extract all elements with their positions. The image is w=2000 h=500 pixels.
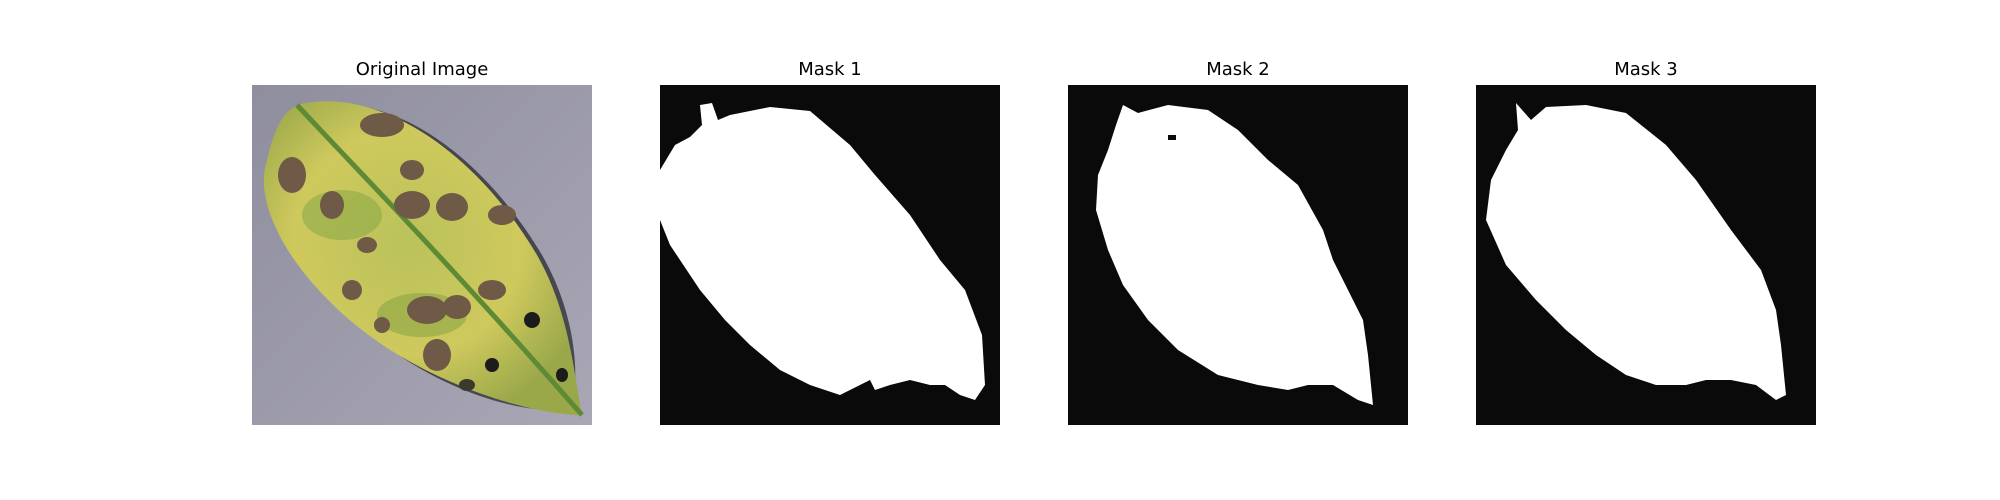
panel-title: Mask 3 xyxy=(1614,59,1678,80)
lesion-spot xyxy=(407,296,447,324)
mask-1-image xyxy=(660,85,1000,425)
mask-2-image xyxy=(1068,85,1408,425)
lesion-spot xyxy=(436,193,468,221)
lesion-spot xyxy=(485,358,499,372)
panel-title: Mask 2 xyxy=(1206,59,1270,80)
original-leaf-image xyxy=(252,85,592,425)
panel-title: Mask 1 xyxy=(798,59,862,80)
lesion-spot xyxy=(443,295,471,319)
lesion-spot xyxy=(423,339,451,371)
leaf xyxy=(263,101,582,415)
leaf-midrib xyxy=(295,103,584,417)
lesion-spot xyxy=(556,368,568,382)
leaf-mask-region xyxy=(660,103,985,400)
lesion-spot xyxy=(488,205,516,225)
mask-speck xyxy=(1138,181,1144,187)
mask-hole xyxy=(1168,135,1176,140)
lesion-spot xyxy=(320,191,344,219)
panel-original-image: Original Image xyxy=(252,55,592,425)
lesion-spot xyxy=(478,280,506,300)
lesion-spot xyxy=(459,379,475,391)
panel-title: Original Image xyxy=(355,59,489,80)
panel-mask-2: Mask 2 xyxy=(1068,55,1408,425)
lesion-spot xyxy=(360,113,404,137)
lesion-spot xyxy=(524,312,540,328)
panel-mask-3: Mask 3 xyxy=(1476,55,1816,425)
leaf-mask-region xyxy=(1096,105,1373,405)
lesion-spot xyxy=(374,317,390,333)
lesion-spot xyxy=(278,157,306,193)
lesion-spot xyxy=(400,160,424,180)
mask-3-image xyxy=(1476,85,1816,425)
lesion-spot xyxy=(342,280,362,300)
leaf-mask-region xyxy=(1486,103,1786,400)
lesion-spot xyxy=(394,191,430,219)
lesion-spot xyxy=(357,237,377,253)
panel-mask-1: Mask 1 xyxy=(660,55,1000,425)
